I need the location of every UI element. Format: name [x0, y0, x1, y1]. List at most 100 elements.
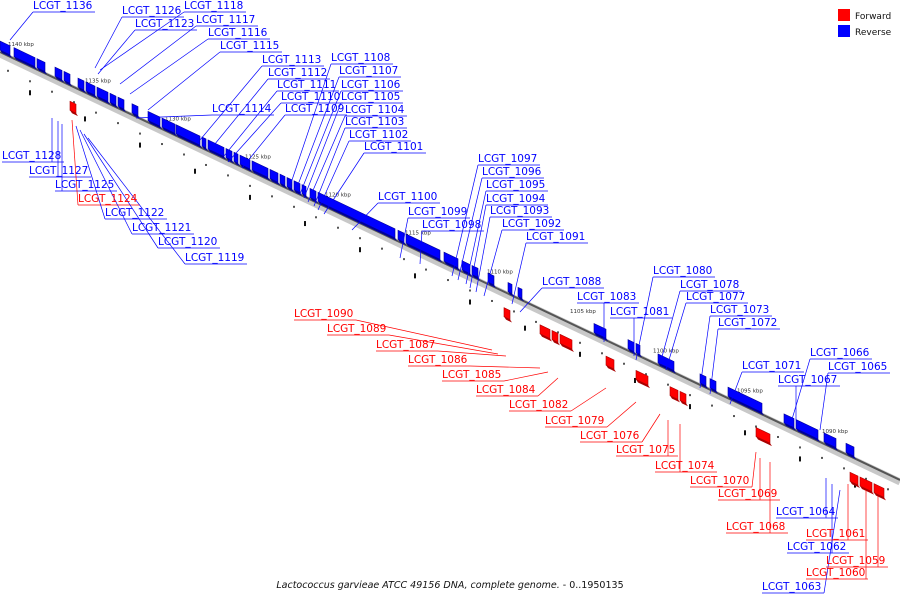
- gene-label: LCGT_1095: [486, 179, 545, 191]
- gene-label: LCGT_1097: [478, 153, 537, 165]
- leader-line: [209, 78, 269, 151]
- tick-label: 1105 kbp: [570, 309, 596, 315]
- gene-block-shade: [710, 387, 718, 394]
- leader-line: [789, 358, 811, 427]
- gene-label: LCGT_1104: [345, 104, 405, 116]
- gene-label: LCGT_1125: [55, 179, 114, 191]
- tick-label: 1120 kbp: [325, 193, 351, 199]
- gene-block-shade: [86, 90, 97, 99]
- gene-block-shade: [700, 382, 708, 389]
- gene-label: LCGT_1090: [294, 308, 353, 320]
- leader-line: [537, 377, 559, 397]
- gene-block-shade: [560, 343, 574, 353]
- gene-block-shade: [406, 243, 442, 263]
- gene-label: LCGT_1102: [349, 129, 408, 141]
- gene-label: LCGT_1105: [341, 91, 400, 103]
- leader-line: [199, 65, 263, 141]
- leader-line: [388, 334, 499, 355]
- minor-tick: [623, 362, 625, 365]
- major-tick: [139, 142, 141, 148]
- gene-block-shade: [784, 422, 796, 431]
- minor-tick: [491, 299, 493, 302]
- gene-block-shade: [252, 169, 270, 181]
- legend-forward: Forward: [838, 9, 891, 22]
- leader-line: [307, 115, 346, 203]
- gene-block: [233, 151, 239, 164]
- gene-label: LCGT_1093: [490, 205, 549, 217]
- leader-line: [9, 11, 34, 41]
- gene-block-shade: [658, 362, 676, 374]
- major-tick: [304, 221, 306, 227]
- tick-label: 1140 kbp: [8, 42, 34, 48]
- gene-label: LCGT_1094: [486, 193, 546, 205]
- leader-line: [79, 129, 133, 235]
- gene-block-shade: [518, 296, 524, 302]
- leader-line: [323, 152, 365, 215]
- leader-line: [75, 125, 106, 220]
- minor-tick: [777, 435, 779, 438]
- gene-label: LCGT_1087: [376, 339, 435, 351]
- gene-label: LCGT_1109: [285, 103, 344, 115]
- gene-label: LCGT_1070: [690, 475, 749, 487]
- label-leaders: [2, 11, 890, 594]
- gene-label: LCGT_1111: [277, 79, 336, 91]
- gene-label: LCGT_1066: [810, 347, 870, 359]
- leader-line: [97, 29, 136, 75]
- leader-line: [135, 114, 213, 119]
- gene-label: LCGT_1100: [378, 191, 437, 203]
- gene-label: LCGT_1075: [616, 444, 675, 456]
- leader-line: [823, 489, 841, 594]
- minor-tick: [249, 184, 251, 187]
- leader-line: [223, 90, 278, 157]
- tick-label: 1100 kbp: [653, 349, 679, 355]
- gene-block-shade: [670, 395, 680, 403]
- gene-label: LCGT_1088: [542, 276, 601, 288]
- minor-tick: [117, 122, 119, 125]
- genome-backbone: [0, 50, 900, 486]
- gene-block-shade: [796, 428, 820, 443]
- major-tick: [84, 116, 86, 122]
- gene-label: LCGT_1118: [184, 0, 243, 12]
- minor-tick: [579, 341, 581, 344]
- gene-block-shade: [636, 379, 650, 389]
- gene-label: LCGT_1110: [281, 91, 340, 103]
- leader-line: [469, 365, 541, 369]
- tick-label: 1130 kbp: [165, 116, 191, 122]
- gene-label: LCGT_1059: [826, 555, 885, 567]
- minor-tick: [535, 320, 537, 323]
- leader-line: [94, 16, 123, 69]
- gene-label: LCGT_1064: [776, 506, 836, 518]
- minor-tick: [227, 174, 229, 177]
- tick-marks: [7, 69, 889, 491]
- gene-label: LCGT_1116: [208, 27, 268, 39]
- minor-tick: [469, 289, 471, 292]
- minor-tick: [139, 132, 141, 135]
- minor-tick: [601, 352, 603, 355]
- gene-block-shade: [846, 452, 856, 460]
- gene-label: LCGT_1115: [220, 40, 279, 52]
- minor-tick: [359, 237, 361, 240]
- leader-line: [437, 350, 507, 357]
- gene-block-shade: [37, 67, 47, 75]
- leader-line: [129, 38, 209, 95]
- tick-label: 1135 kbp: [85, 78, 111, 84]
- minor-tick: [689, 394, 691, 397]
- gene-block-shade: [202, 146, 208, 151]
- gene-label: LCGT_1122: [105, 207, 164, 219]
- leader-line: [303, 102, 342, 199]
- gene-block-shade: [132, 112, 140, 119]
- minor-tick: [667, 383, 669, 386]
- minor-tick: [403, 258, 405, 261]
- gene-block: [201, 136, 207, 149]
- leader-line: [313, 127, 346, 207]
- minor-tick: [51, 90, 53, 93]
- minor-tick: [645, 373, 647, 376]
- major-tick: [634, 377, 636, 383]
- gene-block-shade: [78, 87, 86, 93]
- major-tick: [359, 247, 361, 253]
- leader-line: [295, 76, 340, 191]
- gene-label: LCGT_1096: [482, 166, 542, 178]
- minor-tick: [293, 205, 295, 208]
